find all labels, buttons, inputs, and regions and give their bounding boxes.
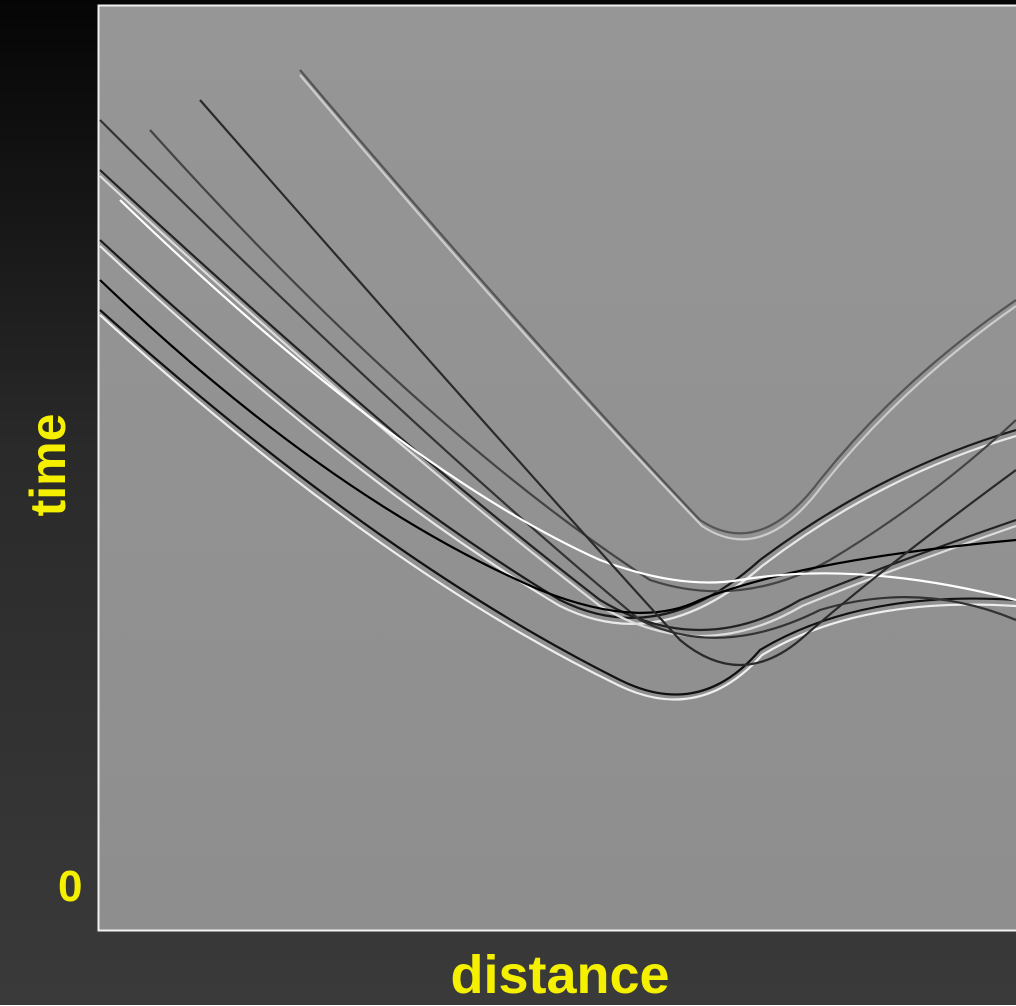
seismic-image	[0, 0, 1016, 1005]
image-frame	[99, 6, 1016, 931]
y-axis-label: time	[19, 414, 77, 517]
origin-label: 0	[58, 862, 82, 912]
slide: time 0 distance	[0, 0, 1016, 1005]
x-axis-label: distance	[450, 944, 669, 1006]
